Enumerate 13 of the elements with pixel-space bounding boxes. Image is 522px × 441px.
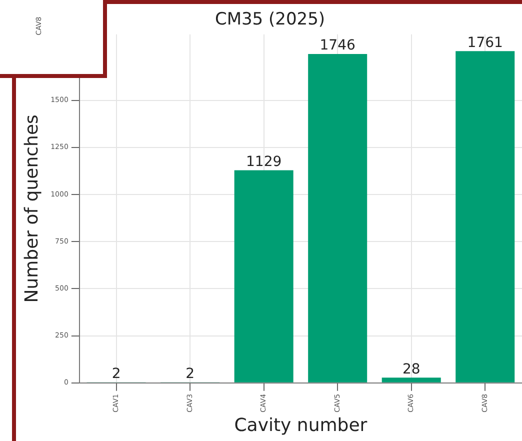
data-label: 2 — [112, 366, 121, 382]
bar — [456, 51, 515, 382]
data-label: 1746 — [320, 38, 356, 54]
bar — [382, 378, 441, 382]
y-axis-title: Number of quenches — [21, 114, 42, 303]
x-axis-title: Cavity number — [234, 414, 368, 436]
bar — [234, 170, 294, 382]
data-label: 28 — [402, 361, 420, 378]
chart-title: CM35 (2025) — [214, 10, 326, 30]
data-label: 1129 — [246, 154, 282, 170]
data-label: 1761 — [467, 34, 503, 51]
bar — [308, 54, 368, 382]
data-label: 2 — [186, 366, 195, 382]
